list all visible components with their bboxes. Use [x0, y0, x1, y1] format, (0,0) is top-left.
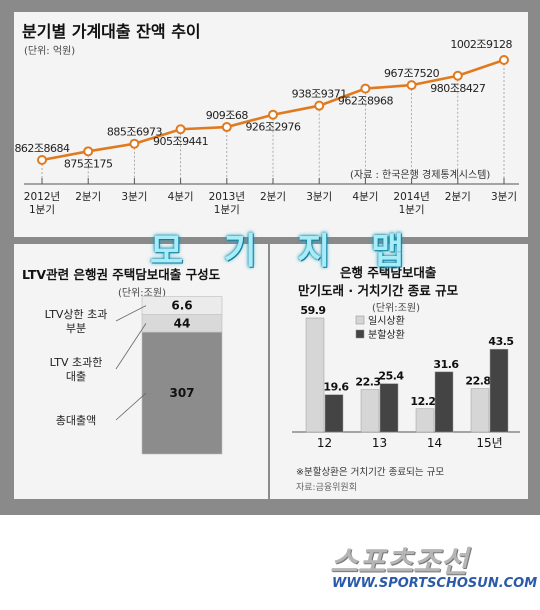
data-point [406, 80, 417, 91]
sportschosun-logo: 스포츠조선 [330, 545, 468, 580]
chart3-source: 자료:금융위원회 [296, 483, 357, 493]
data-label: 909조68 [206, 109, 249, 122]
stack-segment [141, 296, 223, 315]
data-label: 926조2976 [245, 121, 301, 134]
data-point [360, 83, 371, 94]
x-tick-label: 2분기 [260, 191, 286, 203]
bar-value-label: 59.9 [300, 304, 325, 317]
chart1-source: (자료 : 한국은행 경제통계시스템) [350, 170, 491, 181]
data-label: 938조9371 [292, 88, 347, 101]
bar-value-label: 31.6 [433, 358, 459, 371]
chart3-title-line1: 은행 주택담보대출 [340, 265, 437, 280]
bar [360, 389, 380, 433]
segment-label: LTV상한 초과 [45, 308, 108, 321]
data-label: 967조7520 [384, 67, 440, 80]
bar [434, 371, 454, 433]
x-tick-label: 2012년 [24, 191, 60, 203]
x-tick-label: 4분기 [168, 191, 194, 203]
segment-connector [115, 392, 147, 421]
legend-swatch [355, 329, 365, 339]
maturity-grouped-bar-panel: 은행 주택담보대출 만기도래 · 거치기간 종료 규모 (단위:조원) ※분할상… [270, 244, 528, 499]
data-label: 905조9441 [153, 135, 208, 148]
segment-value-label: 6.6 [171, 299, 192, 313]
ltv-stacked-bar-panel: LTV관련 은행권 주택담보대출 구성도 (단위:조원) 307 44 6.6 총대출… [14, 244, 268, 499]
bar-value-label: 43.5 [488, 335, 513, 348]
segment-connector [115, 305, 147, 322]
chart2-title: LTV관련 은행권 주택담보대출 구성도 [22, 267, 221, 282]
x-tick-label: 2분기 [75, 191, 101, 203]
bar-value-label: 12.2 [410, 395, 435, 408]
chart3-unit: (단위:조원) [372, 303, 420, 314]
legend-label: 일시상환 [368, 315, 405, 327]
data-point [129, 138, 140, 149]
chart1-unit: (단위: 억원) [24, 46, 76, 57]
data-point [83, 146, 94, 157]
x-tick-label: 2분기 [445, 191, 471, 203]
x-tick-label: 1분기 [214, 204, 240, 216]
bar-value-label: 22.3 [355, 376, 380, 389]
bar [324, 394, 344, 433]
chart3-title-line2: 만기도래 · 거치기간 종료 규모 [298, 283, 459, 298]
x-tick-label: 13 [372, 436, 387, 450]
data-label: 862조8684 [14, 142, 70, 155]
x-tick-label: 3분기 [121, 191, 147, 203]
bar-value-label: 19.6 [323, 381, 349, 394]
bar [305, 317, 325, 433]
segment-label: LTV 초과한 [50, 356, 103, 369]
x-tick-label: 1분기 [399, 204, 425, 216]
segment-label: 대출 [66, 370, 86, 383]
x-tick-label: 3분기 [491, 191, 517, 203]
data-point [499, 55, 509, 65]
x-tick-label: 2014년 [393, 191, 429, 203]
watermark-text: 모 기 지 맵 [150, 231, 419, 272]
data-point [452, 70, 463, 81]
stack-segment [141, 331, 223, 455]
data-label: 875조175 [64, 157, 113, 170]
x-tick-label: 14 [427, 436, 442, 450]
chart3-footnote: ※분할상환은 거치기간 종료되는 규모 [296, 467, 445, 478]
x-tick-label: 12 [317, 436, 332, 450]
chart2-unit: (단위:조원) [118, 288, 166, 299]
data-point [221, 122, 232, 133]
segment-label: 부분 [66, 322, 86, 335]
bar [415, 408, 435, 433]
segment-value-label: 44 [174, 316, 191, 330]
x-tick-label: 4분기 [352, 191, 378, 203]
data-point [314, 100, 325, 111]
bar-value-label: 22.8 [465, 375, 490, 388]
grouped-bar-svg: 59.9 19.6 12 22.325.4 13 12.2 31.6 14 22.8 43.5 15… [292, 304, 520, 450]
x-tick-label: 1분기 [29, 204, 55, 216]
x-tick-label: 2013년 [209, 191, 245, 203]
data-label: 1002조9128 [450, 38, 512, 51]
data-point [37, 155, 47, 165]
x-tick-label: 3분기 [306, 191, 332, 203]
bar [470, 388, 490, 433]
data-label: 885조6973 [107, 126, 163, 139]
bar-value-label: 25.4 [378, 370, 404, 383]
household-loan-line-chart-panel: 분기별 가계대출 잔액 추이 (단위: 억원) (자료 : 한국은행 경제통계시… [14, 12, 528, 237]
legend-swatch [355, 315, 365, 325]
segment-connector [115, 323, 147, 370]
segment-label: 총대출액 [56, 414, 96, 427]
bar [489, 348, 509, 433]
data-point [175, 124, 186, 135]
segment-value-label: 307 [169, 386, 194, 400]
data-point [268, 109, 278, 120]
legend-label: 분할상환 [368, 329, 405, 341]
data-label: 980조8427 [430, 82, 486, 95]
sportschosun-url: WWW.SPORTSCHOSUN.COM [332, 576, 538, 591]
x-tick-label: 15년 [476, 436, 502, 450]
bar [379, 383, 399, 433]
data-label: 962조8968 [338, 95, 394, 108]
chart1-title: 분기별 가계대출 잔액 추이 [22, 22, 201, 41]
